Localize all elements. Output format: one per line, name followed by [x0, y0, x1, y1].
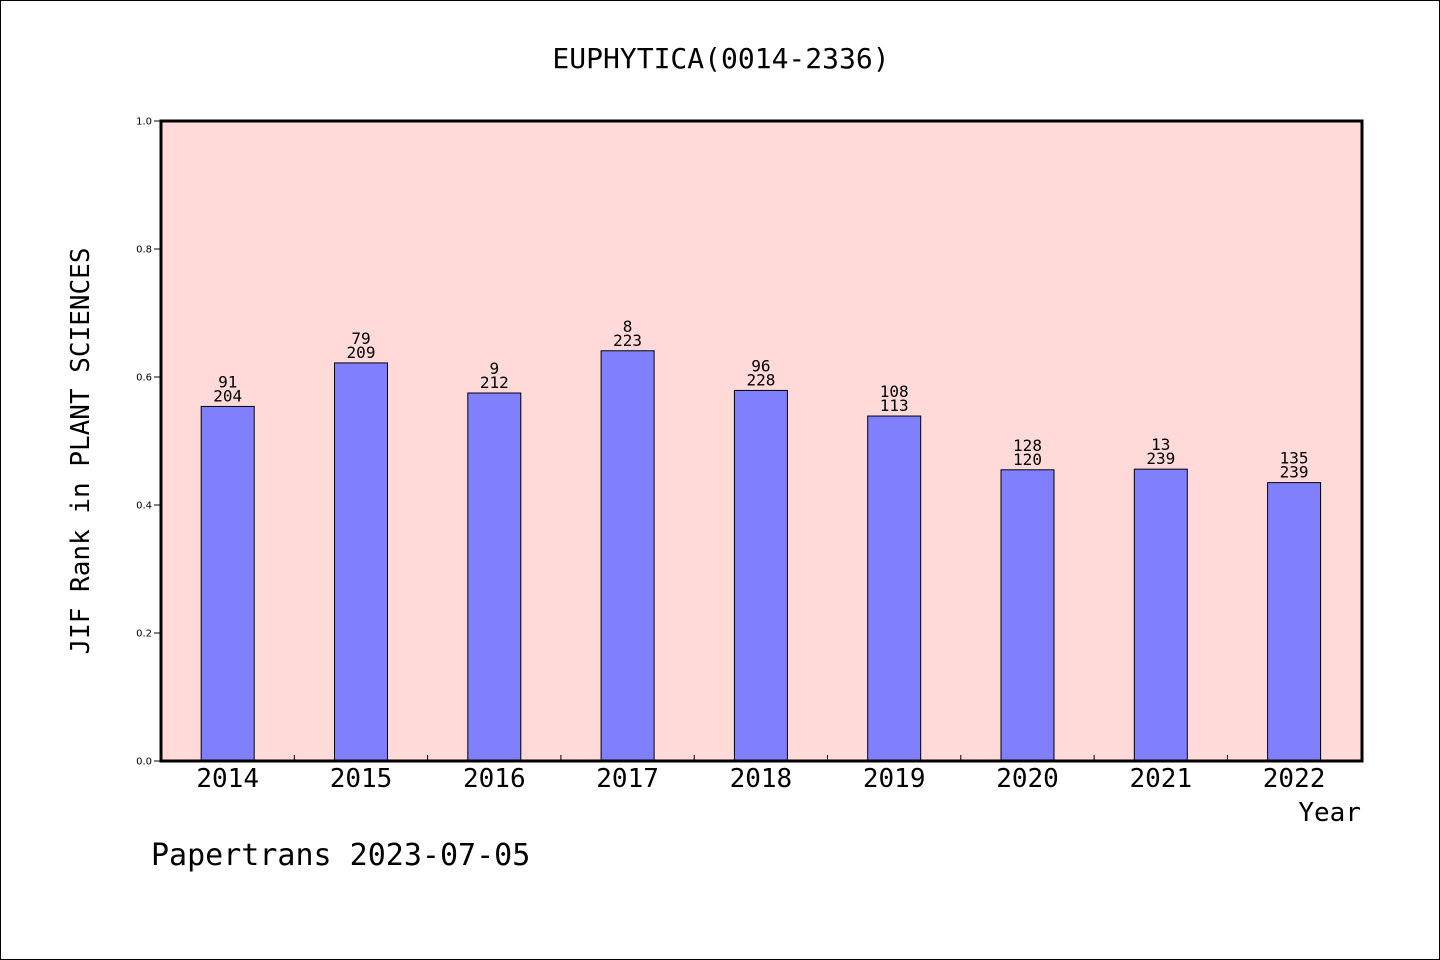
rank-label: 9 — [489, 359, 499, 378]
y-axis-label: JIF Rank in PLANT SCIENCES — [66, 248, 96, 655]
y-tick-label: 0.2 — [136, 629, 152, 640]
y-tick-label: 0.0 — [136, 757, 152, 768]
bar-2020 — [1000, 469, 1055, 762]
plot-border — [159, 119, 1364, 763]
x-tick-label: 2019 — [863, 764, 926, 794]
y-tick-label: 0.4 — [136, 501, 152, 512]
bar-2022 — [1267, 482, 1322, 762]
y-axis: 0.0 0.2 0.4 0.6 0.8 1.0 — [136, 117, 161, 768]
bar-2018 — [733, 389, 788, 762]
x-tick-label: 2021 — [1129, 764, 1192, 794]
total-label: 223 — [613, 331, 642, 350]
total-label: 228 — [746, 370, 775, 389]
x-tick-label: 2016 — [463, 764, 526, 794]
rank-label: 79 — [351, 329, 370, 348]
rank-label: 13 — [1151, 435, 1170, 454]
rank-label: 128 — [1013, 436, 1042, 455]
x-axis: 2014 2015 2016 2017 2018 2019 2020 2021 2022 — [196, 755, 1325, 794]
total-label: 239 — [1146, 449, 1175, 468]
x-tick-label: 2020 — [996, 764, 1059, 794]
y-tick-label: 0.6 — [136, 373, 152, 384]
y-tick-label: 1.0 — [136, 117, 152, 128]
total-label: 113 — [880, 396, 909, 415]
bar-2015 — [334, 362, 388, 762]
total-label: 239 — [1280, 463, 1309, 482]
x-tick-label: 2014 — [196, 764, 259, 794]
y-tick-label: 0.8 — [136, 245, 152, 256]
bar-2017 — [600, 350, 655, 762]
total-label: 212 — [480, 373, 509, 392]
total-label: 120 — [1013, 450, 1042, 469]
bar-2014 — [200, 405, 255, 762]
bar-2019 — [867, 415, 922, 762]
rank-label: 108 — [880, 382, 909, 401]
bars — [200, 350, 1322, 762]
bar-labels: 9120479209921282239622810811312812013239… — [213, 317, 1308, 482]
x-tick-label: 2015 — [330, 764, 393, 794]
bar-2016 — [467, 392, 522, 762]
total-label: 204 — [213, 386, 242, 405]
footer-text: Papertrans 2023-07-05 — [151, 838, 530, 873]
rank-label: 8 — [623, 317, 633, 336]
x-axis-label: Year — [1298, 798, 1361, 828]
rank-label: 135 — [1280, 449, 1309, 468]
total-label: 209 — [347, 343, 376, 362]
chart-title: EUPHYTICA(0014-2336) — [552, 42, 889, 75]
x-tick-label: 2018 — [730, 764, 793, 794]
rank-label: 91 — [218, 372, 237, 391]
bar-2021 — [1133, 468, 1188, 762]
x-tick-label: 2017 — [596, 764, 659, 794]
x-tick-label: 2022 — [1263, 764, 1326, 794]
rank-label: 96 — [751, 356, 770, 375]
